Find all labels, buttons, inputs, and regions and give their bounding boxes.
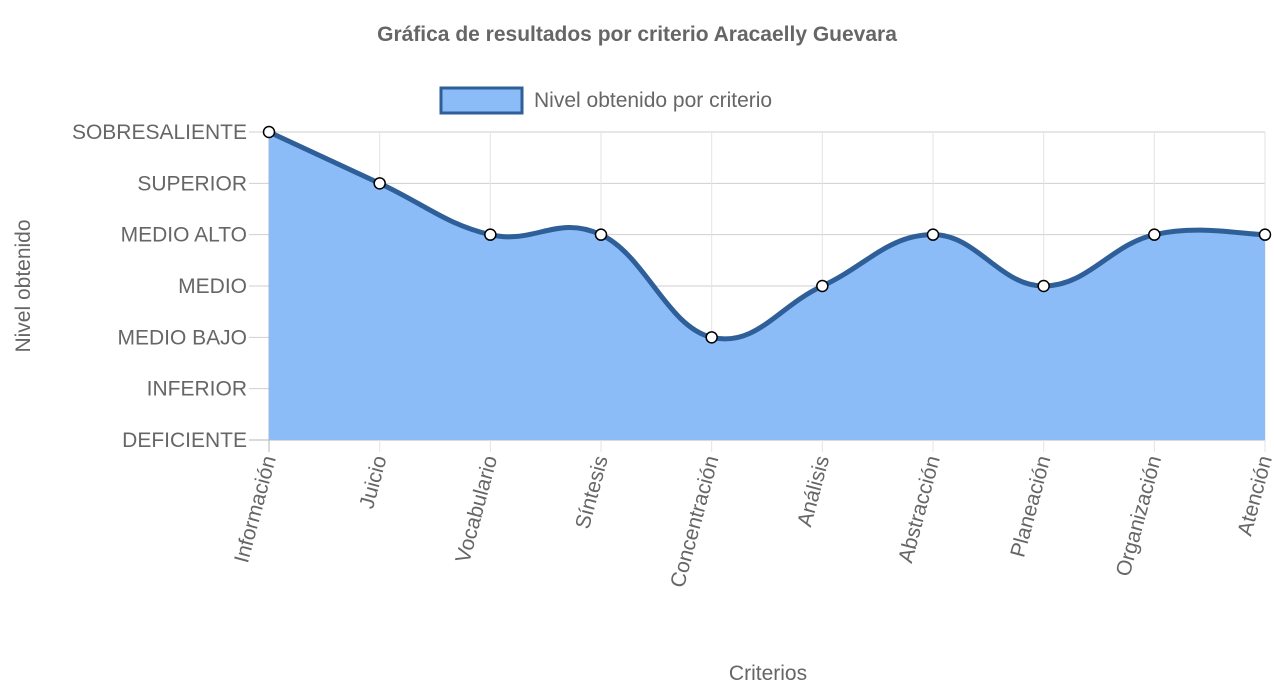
x-tick-label: Planeación (1006, 453, 1055, 559)
x-tick-label: Concentración (666, 453, 723, 590)
x-tick-label: Organización (1112, 453, 1166, 578)
data-point[interactable] (816, 279, 829, 293)
y-axis-title: Nivel obtenido (12, 219, 35, 352)
series-line (267, 129, 1266, 342)
data-point[interactable] (926, 228, 940, 241)
y-tick-label: SUPERIOR (137, 172, 247, 195)
y-tick-label: MEDIO (178, 275, 247, 298)
y-tick-label: MEDIO ALTO (121, 224, 247, 247)
x-tick-label: Información (230, 453, 281, 565)
series-area (269, 132, 1265, 440)
y-tick-label: DEFICIENTE (122, 429, 247, 452)
data-point[interactable] (484, 228, 497, 241)
y-tick-label: MEDIO BAJO (117, 326, 247, 349)
x-tick-label: Síntesis (571, 453, 613, 531)
series-points (262, 125, 1272, 344)
legend-label: Nivel obtenido por criterio (534, 89, 772, 112)
x-axis-title: Criterios (729, 662, 807, 685)
x-tick-label: Abstracción (894, 453, 945, 565)
data-point[interactable] (1258, 228, 1272, 241)
data-point[interactable] (594, 228, 608, 241)
data-point[interactable] (705, 331, 718, 344)
y-tick-label: INFERIOR (147, 378, 247, 401)
x-tick-label: Vocabulario (452, 453, 503, 565)
data-point[interactable] (373, 177, 386, 190)
chart-title: Gráfica de resultados por criterio Araca… (377, 23, 897, 46)
x-tick-label: Análisis (793, 453, 834, 529)
data-point[interactable] (1148, 228, 1161, 241)
x-tick-label: Juicio (355, 453, 391, 511)
y-tick-label: SOBRESALIENTE (72, 121, 247, 144)
data-point[interactable] (262, 125, 276, 139)
y-axis: DEFICIENTE INFERIOR MEDIO BAJO MEDIO MEDIO A… (72, 121, 247, 452)
legend-swatch (439, 86, 524, 115)
legend[interactable]: Nivel obtenido por criterio (439, 86, 772, 115)
data-point[interactable] (1037, 279, 1050, 293)
x-axis: Información Juicio Vocabulario Síntesis Conc… (230, 453, 1274, 590)
x-tick-label: Atención (1233, 453, 1274, 538)
